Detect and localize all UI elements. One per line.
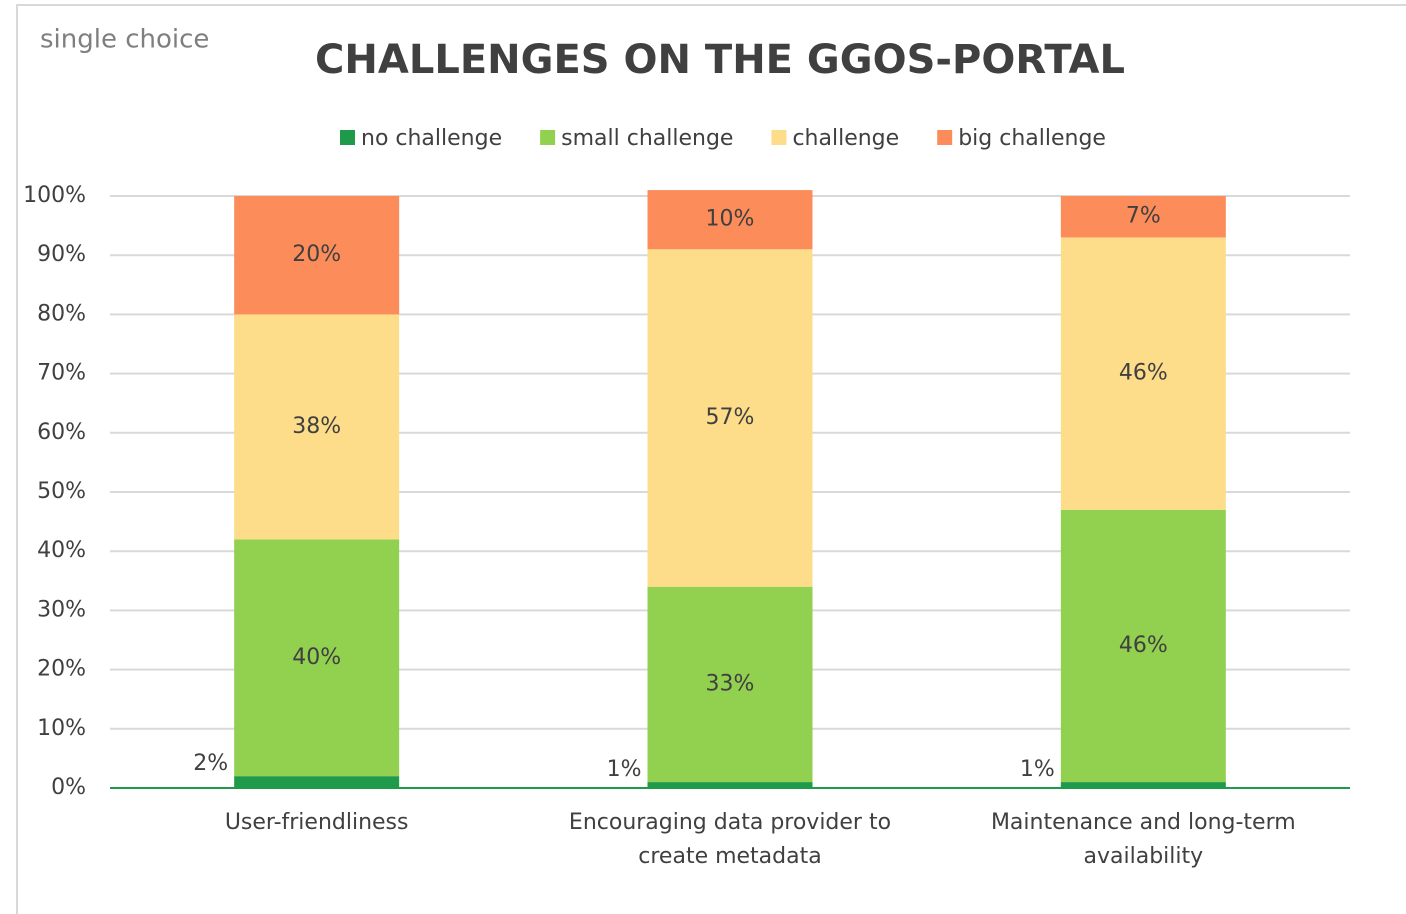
bar-segment	[647, 249, 813, 587]
bar-segment	[647, 586, 813, 783]
bar-segment	[647, 782, 813, 788]
legend-swatch	[771, 130, 787, 145]
y-tick-label: 30%	[37, 597, 86, 622]
data-label: 57%	[706, 405, 755, 430]
y-tick-label: 60%	[37, 420, 86, 445]
annotation: single choice	[40, 25, 209, 55]
legend-label: big challenge	[958, 126, 1106, 151]
y-tick-label: 10%	[37, 716, 86, 741]
chart-title: CHALLENGES ON THE GGOS-PORTAL	[315, 37, 1125, 83]
data-label: 2%	[193, 751, 228, 776]
legend-swatch	[937, 130, 953, 145]
x-tick-label: User-friendliness	[224, 810, 409, 835]
bar-segment	[647, 190, 813, 250]
bar-segment	[1060, 237, 1226, 510]
legend-label: no challenge	[361, 126, 502, 151]
data-label: 46%	[1119, 361, 1168, 386]
legend-label: small challenge	[561, 126, 733, 151]
bar-segment	[234, 196, 400, 315]
x-tick-label: Maintenance and long-term availability	[990, 810, 1296, 869]
data-label: 38%	[292, 414, 341, 439]
y-tick-label: 90%	[37, 242, 86, 267]
y-tick-label: 80%	[37, 301, 86, 326]
bar-segment	[234, 776, 400, 788]
chart-frame	[16, 4, 1406, 914]
data-label: 33%	[706, 671, 755, 696]
y-tick-label: 20%	[37, 657, 86, 682]
legend-swatch	[540, 130, 556, 145]
x-tick-label: Encouraging data provider to create meta…	[568, 810, 892, 869]
y-tick-label: 0%	[51, 775, 86, 800]
legend-swatch	[340, 130, 355, 145]
data-label: 7%	[1126, 204, 1161, 229]
data-label: 10%	[706, 207, 755, 232]
data-label: 1%	[607, 757, 642, 782]
y-tick-label: 40%	[37, 538, 86, 563]
data-label: 46%	[1119, 633, 1168, 658]
data-label: 1%	[1020, 757, 1055, 782]
bar-segment	[1060, 509, 1226, 783]
bar-segment	[1060, 196, 1226, 238]
bar-segment	[234, 539, 400, 777]
data-label: 40%	[292, 645, 341, 670]
data-label: 20%	[292, 242, 341, 267]
y-tick-label: 50%	[37, 479, 86, 504]
bar-segment	[1060, 782, 1226, 788]
y-tick-label: 100%	[23, 183, 86, 208]
legend-label: challenge	[792, 126, 899, 151]
bar-segment	[234, 314, 400, 540]
y-tick-label: 70%	[37, 361, 86, 386]
